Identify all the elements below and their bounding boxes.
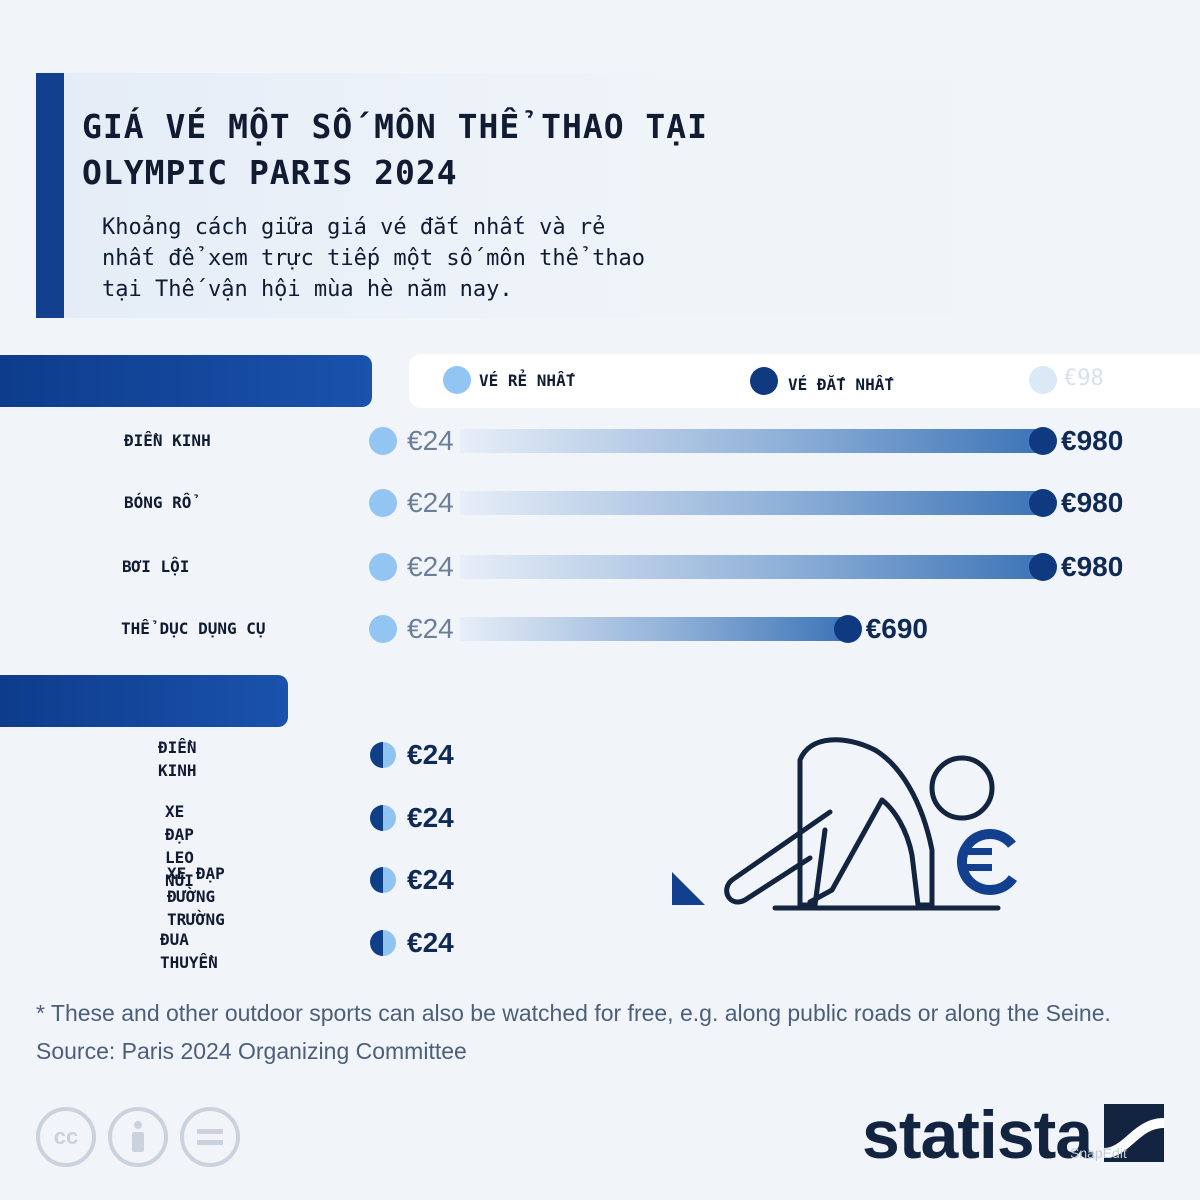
legend-cheapest-dot (443, 366, 471, 394)
watermark: SnapEdit (1070, 1145, 1127, 1161)
free-item-price: €24 (407, 739, 454, 770)
title-accent-bar (36, 73, 64, 318)
cc-icon[interactable]: cc (36, 1107, 96, 1167)
max-price-dot (1029, 427, 1057, 455)
free-item-label: ĐIỀN KINH (158, 736, 197, 782)
legend: VÉ RẺ NHẤT VÉ ĐẮT NHẤT €98 (409, 354, 1200, 408)
title-line-1: GIÁ VÉ MỘT SỐ MÔN THỂ THAO TẠI (82, 107, 709, 146)
legend-faded-label: €98 (1064, 366, 1104, 391)
min-price-dot (369, 553, 397, 581)
free-item-label-line-1: ĐIỀN KINH (158, 738, 197, 780)
subtitle-line-3: tại Thế vận hội mùa hè năm nay. (102, 277, 513, 302)
title-line-2: OLYMPIC PARIS 2024 (82, 153, 458, 192)
half-price-dot (370, 867, 396, 893)
no-derivatives-icon[interactable] (180, 1107, 240, 1167)
range-bar (460, 491, 1043, 515)
max-price-dot (1029, 553, 1057, 581)
free-item-label-line-2: TRƯỜNG (167, 910, 225, 929)
category-label: BƠI LỘI (122, 557, 190, 576)
subtitle-line-2: nhất để xem trực tiếp một số môn thể tha… (102, 246, 646, 271)
min-price-label: €24 (407, 487, 454, 518)
min-price-dot (369, 427, 397, 455)
legend-faded-dot (1029, 366, 1057, 394)
min-price-label: €24 (407, 613, 454, 644)
min-price-dot (369, 615, 397, 643)
min-price-label: €24 (407, 551, 454, 582)
free-item-label-line-1: ĐUA THUYỀN (160, 930, 218, 972)
page-title: GIÁ VÉ MỘT SỐ MÔN THỂ THAO TẠI OLYMPIC P… (82, 104, 982, 196)
page-subtitle: Khoảng cách giữa giá vé đắt nhất và rẻ n… (102, 212, 822, 305)
min-price-dot (369, 489, 397, 517)
free-item-label: XE ĐẠP LEO NÚI (165, 800, 194, 892)
free-item-price: €24 (407, 864, 454, 895)
title-background (36, 73, 1096, 318)
max-price-label: €690 (865, 613, 928, 644)
free-item-label: XE ĐẠP ĐƯỜNG TRƯỜNG (167, 862, 225, 931)
category-label: BÓNG RỔ (124, 493, 192, 512)
brand-name: statista (862, 1097, 1093, 1173)
statista-logo[interactable]: statista (862, 1096, 1093, 1174)
attribution-icon[interactable] (108, 1107, 168, 1167)
euro-icon (957, 829, 1023, 895)
legend-cheapest-label: VÉ RẺ NHẤT (479, 371, 576, 390)
max-price-label: €980 (1061, 425, 1124, 456)
half-price-dot (370, 805, 396, 831)
free-item-label-line-1: XE ĐẠP ĐƯỜNG (167, 864, 225, 906)
half-price-dot (370, 742, 396, 768)
source-text: Source: Paris 2024 Organizing Committee (36, 1038, 467, 1064)
max-price-label: €980 (1061, 551, 1124, 582)
max-price-label: €980 (1061, 487, 1124, 518)
legend-expensive-dot (750, 367, 778, 395)
subtitle-line-1: Khoảng cách giữa giá vé đắt nhất và rẻ (102, 215, 606, 240)
free-item-label-line-1: XE ĐẠP LEO NÚI (165, 802, 194, 890)
min-price-label: €24 (407, 425, 454, 456)
free-item-price: €24 (407, 927, 454, 958)
sprinter-euro-icon (672, 737, 1023, 911)
footnote: * These and other outdoor sports can als… (36, 1000, 1111, 1026)
free-item-price: €24 (407, 802, 454, 833)
section-bar-ticket-range (0, 355, 372, 407)
category-label: ĐIỀN KINH (124, 431, 211, 450)
range-bar (460, 555, 1043, 579)
half-price-dot (370, 930, 396, 956)
free-item-label: ĐUA THUYỀN (160, 928, 218, 974)
section-bar-free-sports (0, 675, 288, 727)
category-label: THỂ DỤC DỤNG CỤ (121, 619, 266, 638)
max-price-dot (1029, 489, 1057, 517)
range-bar (460, 429, 1043, 453)
legend-expensive-label: VÉ ĐẮT NHẤT (788, 375, 894, 394)
max-price-dot (833, 615, 862, 643)
range-bar (460, 617, 848, 641)
statista-logo-icon (1104, 1104, 1164, 1162)
